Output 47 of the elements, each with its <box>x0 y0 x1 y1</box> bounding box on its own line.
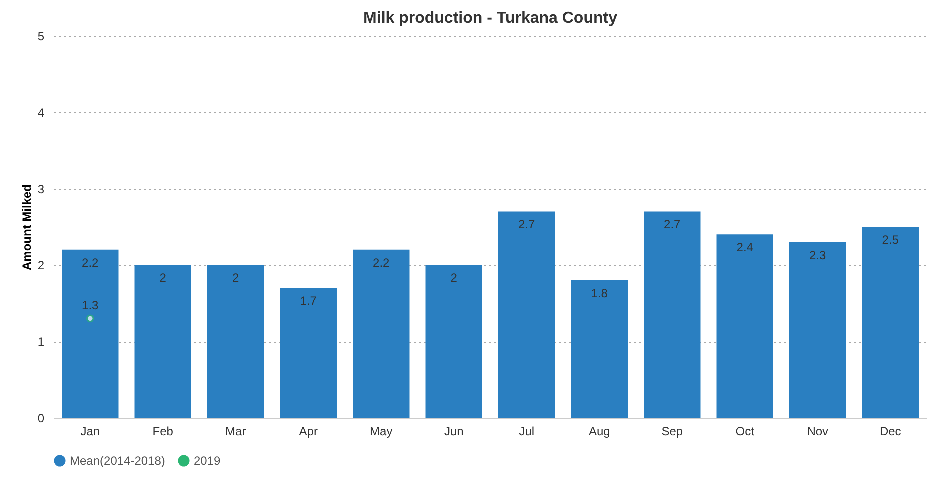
bar <box>353 250 410 418</box>
x-tick-label: Feb <box>152 424 174 438</box>
legend-label: 2019 <box>194 454 222 468</box>
x-tick-label: Oct <box>736 424 756 438</box>
data-label: 2 <box>160 271 167 286</box>
x-tick-label: Mar <box>226 424 246 438</box>
legend-label: Mean(2014-2018) <box>70 454 166 468</box>
bar <box>644 212 701 418</box>
x-tick-label: Jan <box>80 424 100 438</box>
y-tick-label: 4 <box>38 106 45 120</box>
bar <box>716 234 774 418</box>
data-label: 2.2 <box>373 256 390 270</box>
data-label: 1.7 <box>300 294 318 308</box>
data-label: 2.7 <box>518 218 536 232</box>
x-tick-label: Apr <box>299 424 318 438</box>
y-tick-label: 3 <box>38 182 45 196</box>
bar <box>790 242 846 418</box>
bar <box>208 265 264 418</box>
y-tick-label: 0 <box>38 412 45 426</box>
data-label: 1.8 <box>591 286 608 300</box>
data-label: 1.3 <box>82 298 100 313</box>
bar <box>571 280 628 418</box>
data-label: 2 <box>232 271 240 286</box>
data-label: 2.7 <box>664 218 682 232</box>
bar <box>498 212 556 418</box>
y-tick-label: 2 <box>38 258 45 273</box>
x-tick-label: Sep <box>662 424 684 438</box>
y-tick-label: 1 <box>38 335 45 350</box>
x-tick-label: Aug <box>588 424 610 438</box>
bar <box>134 265 192 418</box>
x-tick-label: Nov <box>807 424 829 438</box>
bar <box>862 227 919 418</box>
y-tick-label: 5 <box>38 30 45 44</box>
data-label: 2.5 <box>882 233 900 247</box>
bar <box>280 288 337 418</box>
x-tick-label: Jul <box>519 424 535 438</box>
data-label: 2.2 <box>82 256 100 270</box>
bar <box>62 250 119 418</box>
x-tick-label: May <box>370 424 393 438</box>
y-axis-title: Amount Milked <box>20 184 34 270</box>
data-label: 2 <box>450 271 458 286</box>
x-tick-label: Jun <box>444 424 464 438</box>
chart-title: Milk production - Turkana County <box>364 10 618 27</box>
bar <box>426 265 482 418</box>
data-label: 2.4 <box>736 240 754 255</box>
data-label: 2.3 <box>810 248 827 262</box>
x-tick-label: Dec <box>880 424 902 438</box>
